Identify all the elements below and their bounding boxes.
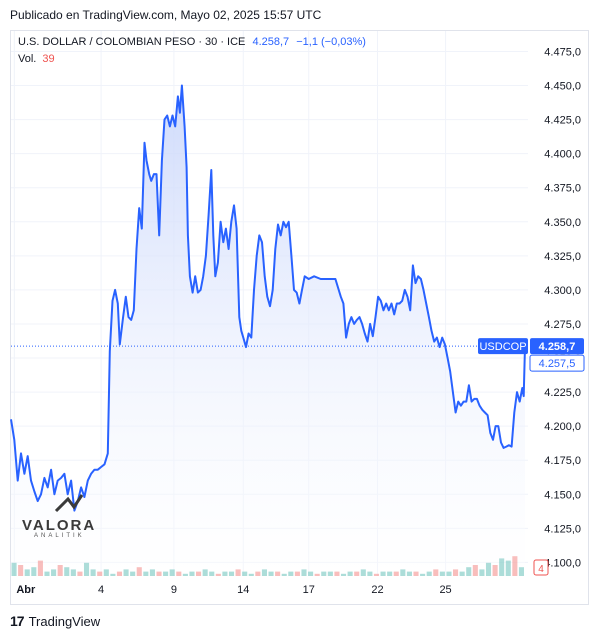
y-tick-label: 4.275,0 [544,319,581,331]
y-tick-label: 4.200,0 [544,421,581,433]
x-tick-label: 14 [237,584,249,596]
valora-sub: ANALITIK [34,533,85,539]
y-tick-label: 4.450,0 [544,81,581,93]
chart-legend: U.S. DOLLAR / COLOMBIAN PESO · 30 · ICE … [18,36,366,48]
valora-logo-icon [54,494,84,513]
volume-axis-badge [533,559,549,576]
second-price-badge [529,354,585,372]
x-tick-label: 17 [303,584,315,596]
price-line [10,84,526,512]
x-tick-label: 22 [371,584,383,596]
chart-frame[interactable] [10,30,589,605]
tradingview-brand: TradingView [28,613,101,629]
y-tick-label: 4.225,0 [544,387,581,399]
y-tick-label: 4.125,0 [544,523,581,535]
volume-legend: Vol. 39 [18,53,55,65]
volume-label: Vol. [18,53,37,65]
y-tick-label: 4.150,0 [544,489,581,501]
price-change: −1,1 (−0,03%) [296,36,366,48]
last-price: 4.258,7 [252,36,290,48]
x-tick-label: 25 [439,584,451,596]
second-price-badge-label: 4.257,5 [539,358,576,370]
ticker-badge-label: USDCOP [479,341,526,353]
y-tick-label: 4.375,0 [544,183,581,195]
y-tick-label: 4.425,0 [544,115,581,127]
y-tick-label: 4.175,0 [544,455,581,467]
symbol-label: U.S. DOLLAR / COLOMBIAN PESO · 30 · ICE [18,36,246,48]
last-price-badge [530,338,584,355]
tradingview-logo-icon: 17 [10,613,25,629]
x-tick-label: 4 [98,584,104,596]
valora-name: VALORA [22,517,97,534]
volume-value: 39 [42,53,55,65]
published-text: Publicado en TradingView.com, Mayo 02, 2… [10,8,322,22]
x-tick-label: Abr [16,584,36,596]
y-tick-label: 4.350,0 [544,217,581,229]
y-tick-label: 4.325,0 [544,251,581,263]
ticker-badge [478,338,528,355]
y-tick-label: 4.300,0 [544,285,581,297]
y-tick-label: 4.400,0 [544,149,581,161]
x-tick-label: 9 [171,584,177,596]
last-price-badge-label: 4.258,7 [539,341,576,353]
y-tick-label: 4.100,0 [544,557,581,569]
y-tick-label: 4.475,0 [544,46,581,58]
footer: 17 TradingView [10,613,100,629]
price-area [11,85,525,576]
valora-watermark: VALORA ANALITIK [22,494,97,539]
volume-axis-label: 4 [538,564,544,575]
